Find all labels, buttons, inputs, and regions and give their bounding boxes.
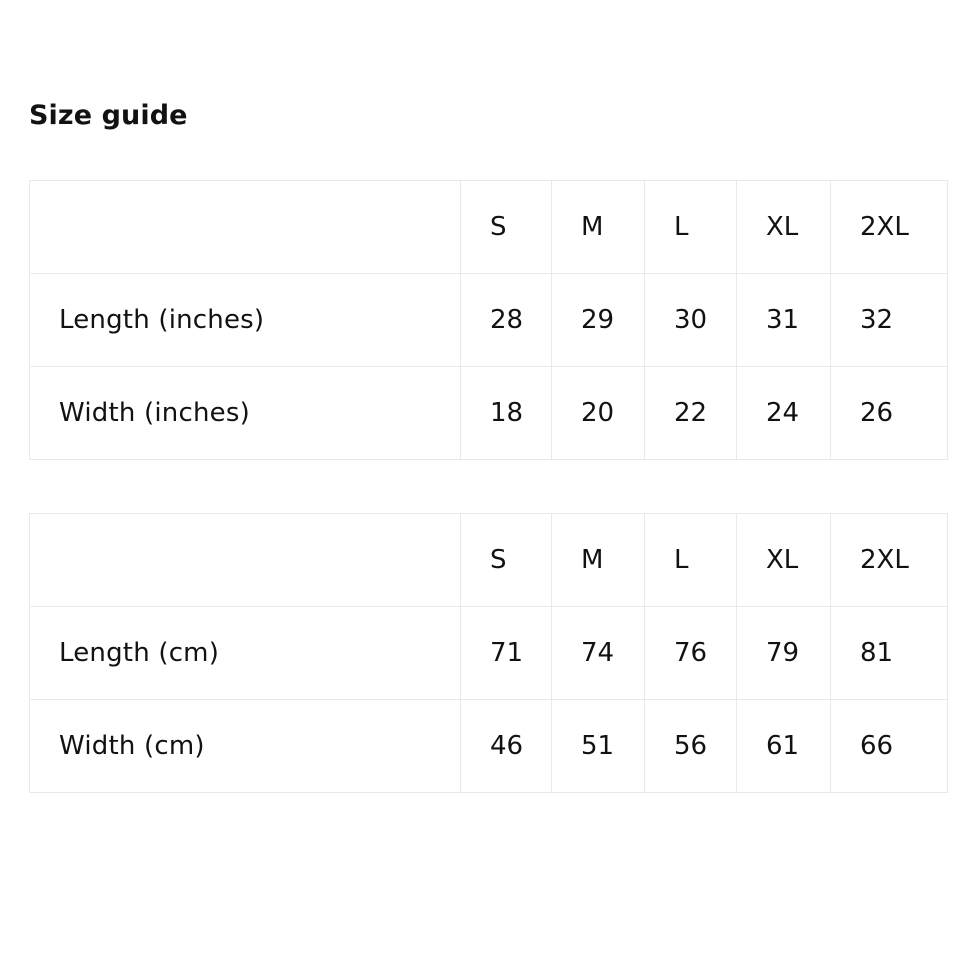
- row-label-length-inches: Length (inches): [29, 273, 461, 367]
- cell-width-cm-2xl: 66: [830, 699, 948, 793]
- cell-length-cm-m: 74: [551, 606, 645, 700]
- cell-width-cm-l: 56: [644, 699, 737, 793]
- cell-width-cm-xl: 61: [736, 699, 831, 793]
- cell-length-cm-xl: 79: [736, 606, 831, 700]
- cell-width-inches-m: 20: [551, 366, 645, 460]
- column-header-xl: XL: [736, 180, 831, 274]
- size-table-inches: S M L XL 2XL Length (inches) 28 29 30 31…: [29, 180, 948, 460]
- table-row: Length (inches) 28 29 30 31 32: [29, 273, 948, 367]
- column-header-m: M: [551, 180, 645, 274]
- cell-width-cm-s: 46: [460, 699, 552, 793]
- column-header-l: L: [644, 180, 737, 274]
- table-header-row: S M L XL 2XL: [29, 513, 948, 607]
- row-label-width-cm: Width (cm): [29, 699, 461, 793]
- cell-width-cm-m: 51: [551, 699, 645, 793]
- table-row: Width (inches) 18 20 22 24 26: [29, 366, 948, 460]
- cell-length-cm-2xl: 81: [830, 606, 948, 700]
- cell-length-cm-s: 71: [460, 606, 552, 700]
- cell-length-cm-l: 76: [644, 606, 737, 700]
- cell-width-inches-s: 18: [460, 366, 552, 460]
- header-corner-cell: [29, 180, 461, 274]
- page-title: Size guide: [29, 100, 188, 131]
- cell-length-inches-l: 30: [644, 273, 737, 367]
- column-header-l: L: [644, 513, 737, 607]
- cell-width-inches-l: 22: [644, 366, 737, 460]
- column-header-s: S: [460, 180, 552, 274]
- column-header-2xl: 2XL: [830, 513, 948, 607]
- cell-length-inches-s: 28: [460, 273, 552, 367]
- table-header-row: S M L XL 2XL: [29, 180, 948, 274]
- cell-width-inches-xl: 24: [736, 366, 831, 460]
- column-header-xl: XL: [736, 513, 831, 607]
- table-row: Width (cm) 46 51 56 61 66: [29, 699, 948, 793]
- column-header-2xl: 2XL: [830, 180, 948, 274]
- cell-length-inches-2xl: 32: [830, 273, 948, 367]
- row-label-width-inches: Width (inches): [29, 366, 461, 460]
- cell-width-inches-2xl: 26: [830, 366, 948, 460]
- size-table-cm: S M L XL 2XL Length (cm) 71 74 76 79 81 …: [29, 513, 948, 793]
- table-row: Length (cm) 71 74 76 79 81: [29, 606, 948, 700]
- cell-length-inches-m: 29: [551, 273, 645, 367]
- row-label-length-cm: Length (cm): [29, 606, 461, 700]
- header-corner-cell: [29, 513, 461, 607]
- column-header-s: S: [460, 513, 552, 607]
- column-header-m: M: [551, 513, 645, 607]
- cell-length-inches-xl: 31: [736, 273, 831, 367]
